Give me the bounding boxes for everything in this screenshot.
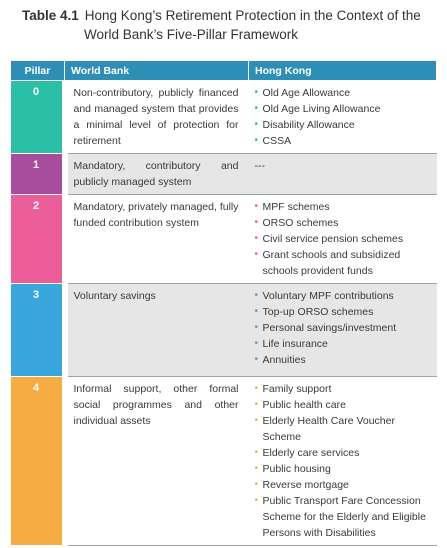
list-item-text: Annuities xyxy=(262,354,306,366)
pillar-number-cell: 1 xyxy=(10,153,68,195)
list-item-text: CSSA xyxy=(262,135,292,147)
world-bank-description: Informal support, other formal social pr… xyxy=(64,376,249,546)
list-item-text: Reverse mortgage xyxy=(262,479,349,491)
bullet-icon: • xyxy=(254,103,259,114)
list-item: • Reverse mortgage xyxy=(255,477,431,493)
table-row: 2 Mandatory, privately managed, fully fun… xyxy=(10,194,437,284)
bullet-icon: • xyxy=(254,383,259,394)
bullet-icon: • xyxy=(254,338,259,349)
table-row: 3 Voluntary savings • Voluntary MPF contrib… xyxy=(10,283,437,377)
table-number: Table 4.1 xyxy=(22,8,79,23)
list-item: • Grant schools and subsidized schools pr… xyxy=(255,247,431,279)
bullet-icon: • xyxy=(254,399,259,410)
bullet-icon: • xyxy=(254,447,259,458)
list-item: • Civil service pension schemes xyxy=(255,231,431,247)
bullet-icon: • xyxy=(254,217,259,228)
bullet-icon: • xyxy=(254,354,259,365)
list-item: • ORSO schemes xyxy=(255,215,431,231)
hong-kong-list: • Old Age Allowance • Old Age Living Allowa… xyxy=(255,85,431,149)
pillar-number-cell: 0 xyxy=(10,80,68,154)
bullet-icon: • xyxy=(254,249,259,260)
list-item-text: ORSO schemes xyxy=(262,217,339,229)
bullet-icon: • xyxy=(254,495,259,506)
table-row: 0 Non-contributory, publicly financed and… xyxy=(10,80,437,154)
list-item: • Top-up ORSO schemes xyxy=(255,304,431,320)
list-item: • Personal savings/investment xyxy=(255,320,431,336)
list-item: • Public housing xyxy=(255,461,431,477)
world-bank-description: Non-contributory, publicly financed and … xyxy=(64,80,249,154)
not-applicable-dash: --- xyxy=(254,160,266,172)
world-bank-description: Mandatory, contributory and publicly man… xyxy=(64,153,249,195)
pillar-number-cell: 4 xyxy=(10,376,68,546)
list-item: • Public Transport Fare Concession Scheme… xyxy=(255,493,431,541)
hong-kong-cell: • MPF schemes • ORSO schemes • Civil service … xyxy=(248,194,437,284)
list-item-text: Elderly care services xyxy=(262,447,360,459)
list-item: • Annuities xyxy=(255,352,431,368)
bullet-icon: • xyxy=(254,290,259,301)
list-item-text: Civil service pension schemes xyxy=(262,233,404,245)
table-title-line2: World Bank’s Five-Pillar Framework xyxy=(84,27,299,42)
table-title-line1: Hong Kong’s Retirement Protection in the… xyxy=(84,8,421,23)
hong-kong-cell: --- xyxy=(248,153,437,195)
bullet-icon: • xyxy=(254,201,259,212)
list-item: • Public health care xyxy=(255,397,431,413)
list-item-text: Life insurance xyxy=(262,338,328,350)
list-item: • Elderly care services xyxy=(255,445,431,461)
hong-kong-list: • Family support • Public health care • Elder… xyxy=(255,381,431,541)
list-item: • CSSA xyxy=(255,133,431,149)
list-item-text: Disability Allowance xyxy=(262,119,355,131)
hong-kong-list: • MPF schemes • ORSO schemes • Civil service … xyxy=(255,199,431,279)
world-bank-column-header: World Bank xyxy=(64,60,249,81)
list-item-text: Voluntary MPF contributions xyxy=(262,290,394,302)
list-item-text: Public housing xyxy=(262,463,331,475)
bullet-icon: • xyxy=(254,119,259,130)
list-item-text: Family support xyxy=(262,383,332,395)
hong-kong-cell: • Family support • Public health care • Elder… xyxy=(248,376,437,546)
list-item: • Old Age Living Allowance xyxy=(255,101,431,117)
list-item-text: Grant schools and subsidized schools pro… xyxy=(262,249,401,277)
bullet-icon: • xyxy=(254,415,259,426)
bullet-icon: • xyxy=(254,306,259,317)
pillar-column-header: Pillar xyxy=(10,60,65,81)
bullet-icon: • xyxy=(254,322,259,333)
bullet-icon: • xyxy=(254,135,259,146)
bullet-icon: • xyxy=(254,87,259,98)
list-item: • Disability Allowance xyxy=(255,117,431,133)
list-item-text: Public Transport Fare Concession Scheme … xyxy=(262,495,426,539)
pillar-number-cell: 2 xyxy=(10,194,68,284)
list-item: • Elderly Health Care Voucher Scheme xyxy=(255,413,431,445)
list-item: • Family support xyxy=(255,381,431,397)
list-item-text: Public health care xyxy=(262,399,346,411)
hong-kong-cell: • Voluntary MPF contributions • Top-up ORSO… xyxy=(248,283,437,377)
pillar-number-cell: 3 xyxy=(10,283,68,377)
list-item-text: Top-up ORSO schemes xyxy=(262,306,374,318)
pillar-table: Pillar World Bank Hong Kong 0 Non-contrib… xyxy=(10,60,437,546)
list-item: • Old Age Allowance xyxy=(255,85,431,101)
hong-kong-column-header: Hong Kong xyxy=(248,60,437,81)
list-item: • MPF schemes xyxy=(255,199,431,215)
bullet-icon: • xyxy=(254,463,259,474)
list-item-text: Personal savings/investment xyxy=(262,322,397,334)
world-bank-description: Mandatory, privately managed, fully fund… xyxy=(64,194,249,284)
table-caption: Table 4.1 Hong Kong’s Retirement Protecti… xyxy=(22,6,437,44)
world-bank-description: Voluntary savings xyxy=(64,283,249,377)
list-item-text: Elderly Health Care Voucher Scheme xyxy=(262,415,396,443)
hong-kong-list: • Voluntary MPF contributions • Top-up ORSO… xyxy=(255,288,431,368)
table-row: 4 Informal support, other formal social p… xyxy=(10,376,437,546)
list-item-text: MPF schemes xyxy=(262,201,330,213)
list-item: • Voluntary MPF contributions xyxy=(255,288,431,304)
table-row: 1 Mandatory, contributory and publicly ma… xyxy=(10,153,437,195)
table-header-row: Pillar World Bank Hong Kong xyxy=(10,60,437,81)
bullet-icon: • xyxy=(254,479,259,490)
list-item: • Life insurance xyxy=(255,336,431,352)
list-item-text: Old Age Living Allowance xyxy=(262,103,381,115)
hong-kong-cell: • Old Age Allowance • Old Age Living Allowa… xyxy=(248,80,437,154)
bullet-icon: • xyxy=(254,233,259,244)
list-item-text: Old Age Allowance xyxy=(262,87,351,99)
